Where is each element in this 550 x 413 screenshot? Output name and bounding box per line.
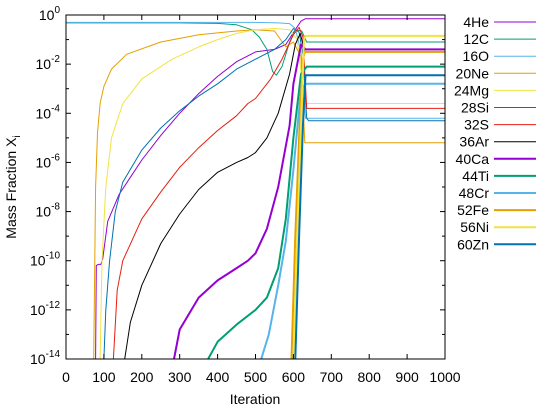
y-tick-label: 10-8 <box>36 202 61 220</box>
legend-label-28Si: 28Si <box>461 100 489 116</box>
series-line-40Ca <box>173 43 445 359</box>
y-tick-label: 10-10 <box>30 251 60 269</box>
y-tick-label: 10-2 <box>36 54 61 72</box>
y-tick-label: 10-14 <box>30 349 60 367</box>
legend-label-16O: 16O <box>463 48 490 64</box>
legend-label-40Ca: 40Ca <box>456 151 490 167</box>
x-axis: 0 100 200 300 400 500 600 700 800 900 1000 <box>62 15 461 385</box>
legend-label-52Fe: 52Fe <box>457 202 489 218</box>
x-tick-label: 300 <box>168 369 192 385</box>
x-tick-label: 600 <box>282 369 306 385</box>
x-tick-label: 0 <box>62 369 70 385</box>
y-axis: 100 10-2 10-4 10-6 10-8 10-10 10-12 10-14 <box>30 5 445 367</box>
x-tick-label: 100 <box>92 369 116 385</box>
legend-label-24Mg: 24Mg <box>454 82 489 98</box>
legend-label-32S: 32S <box>464 117 489 133</box>
series-line-52Fe <box>290 50 445 359</box>
y-tick-label: 10-12 <box>30 300 60 318</box>
series-line-60Zn <box>294 74 445 359</box>
x-tick-label: 400 <box>206 369 230 385</box>
y-tick-label: 100 <box>39 5 61 23</box>
x-axis-label: Iteration <box>230 391 281 407</box>
legend-label-60Zn: 60Zn <box>457 236 489 252</box>
x-tick-label: 500 <box>244 369 268 385</box>
series-line-20Ne <box>93 29 445 359</box>
series-line-36Ar <box>124 32 445 359</box>
legend-label-4He: 4He <box>463 14 489 30</box>
legend-label-36Ar: 36Ar <box>459 134 489 150</box>
x-tick-label: 700 <box>320 369 344 385</box>
legend-label-12C: 12C <box>463 31 489 47</box>
series-line-56Ni <box>292 34 445 359</box>
legend-label-48Cr: 48Cr <box>459 185 490 201</box>
series-line-32S <box>112 26 445 359</box>
series-line-16O <box>66 21 445 119</box>
x-tick-label: 1000 <box>429 369 460 385</box>
y-tick-label: 10-4 <box>36 103 61 121</box>
y-axis-label: Mass Fraction Xi <box>3 135 23 238</box>
x-tick-label: 900 <box>395 369 419 385</box>
legend-label-44Ti: 44Ti <box>462 168 489 184</box>
y-tick-label: 10-6 <box>36 152 61 170</box>
series-line-28Si <box>103 28 445 359</box>
legend-label-20Ne: 20Ne <box>456 65 490 81</box>
series-line-44Ti <box>207 65 445 359</box>
series-line-4He <box>95 18 445 359</box>
x-tick-label: 800 <box>358 369 382 385</box>
legend-label-56Ni: 56Ni <box>460 219 489 235</box>
series-line-24Mg <box>99 28 445 359</box>
x-tick-label: 200 <box>130 369 154 385</box>
